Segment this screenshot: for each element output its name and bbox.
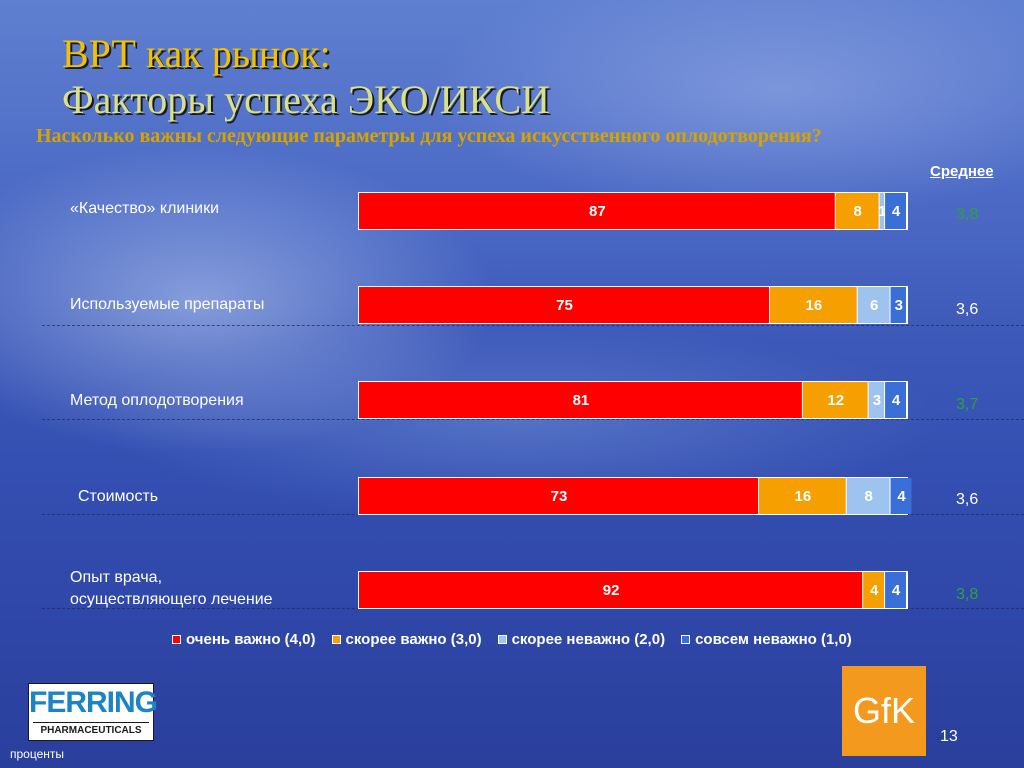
title-line-2-shadow: Факторы успеха ЭКО/ИКСИ bbox=[64, 79, 552, 124]
bar-value-label-very-important-0: 87 bbox=[589, 203, 606, 220]
bar-segment-rather-important-0 bbox=[835, 193, 879, 229]
bar-value-label-not-important-2: 4 bbox=[892, 392, 901, 409]
bar-value-label-rather-important-2: 12 bbox=[827, 392, 844, 409]
bar-segment-rather-unimportant-3 bbox=[846, 478, 890, 514]
bar-value-label-rather-important-3: 16 bbox=[795, 488, 812, 505]
legend-item-not-important: совсем неважно (1,0) bbox=[681, 631, 852, 648]
average-value-0: 3,8 bbox=[956, 206, 979, 223]
ferring-logo-sub: PHARMACEUTICALS bbox=[33, 722, 149, 739]
row-label-method: Метод оплодотворения bbox=[70, 392, 244, 409]
bar-segment-rather-important-1 bbox=[770, 287, 857, 323]
legend-swatch bbox=[172, 635, 181, 644]
unit-footnote: проценты bbox=[10, 747, 65, 761]
bar-value-label-rather-unimportant-1: 6 bbox=[870, 297, 878, 314]
question-text: Насколько важны следующие параметры для … bbox=[36, 125, 822, 147]
row-label-cost: Стоимость bbox=[78, 488, 159, 505]
legend-label: скорее важно (3,0) bbox=[345, 631, 482, 648]
bar-value-label-not-important-4: 4 bbox=[892, 582, 901, 599]
legend-label: очень важно (4,0) bbox=[186, 631, 316, 648]
bar-value-label-very-important-2: 81 bbox=[573, 392, 590, 409]
bar-value-label-rather-important-1: 16 bbox=[805, 297, 822, 314]
ferring-logo-name: FERRING bbox=[29, 686, 158, 719]
row-label-drugs: Используемые препараты bbox=[70, 296, 265, 313]
legend-swatch bbox=[331, 635, 341, 644]
bar-value-label-not-important-0: 4 bbox=[892, 203, 901, 220]
gfk-logo: GfK bbox=[842, 666, 926, 756]
bar-segment-very-important-4 bbox=[359, 572, 863, 608]
bar-segment-rather-important-4 bbox=[863, 572, 885, 608]
bar-value-label-rather-unimportant-0: 1 bbox=[878, 203, 886, 220]
legend-swatch bbox=[681, 635, 691, 644]
bar-segment-rather-important-3 bbox=[759, 478, 846, 514]
legend-item-rather-important: скорее важно (3,0) bbox=[331, 631, 482, 648]
row-label-doctor-line-2: осуществляющего лечение bbox=[70, 591, 273, 608]
bar-segment-not-important-3 bbox=[890, 478, 912, 514]
row-label-doctor-experience: Опыт врача, осуществляющего лечение bbox=[70, 567, 350, 611]
title-line-1: ВРТ как рынок: bbox=[62, 31, 331, 76]
bar-segment-rather-unimportant-1 bbox=[857, 287, 890, 323]
average-value-1: 3,6 bbox=[956, 301, 979, 318]
row-label-clinic-quality: «Качество» клиники bbox=[70, 200, 220, 217]
title-line-2: Факторы успеха ЭКО/ИКСИ bbox=[62, 77, 550, 122]
legend-item-rather-unimportant: скорее неважно (2,0) bbox=[497, 631, 666, 648]
average-value-2: 3,7 bbox=[956, 396, 979, 413]
bar-segment-very-important-3 bbox=[359, 478, 759, 514]
bar-segment-very-important-1 bbox=[359, 287, 769, 323]
legend-item-very-important: очень важно (4,0) bbox=[172, 631, 316, 648]
bar-value-label-not-important-3: 4 bbox=[897, 488, 906, 505]
page-number: 13 bbox=[940, 728, 958, 745]
bar-value-label-very-important-3: 73 bbox=[551, 488, 568, 505]
average-value-4: 3,8 bbox=[956, 586, 979, 603]
title-line-1-shadow: ВРТ как рынок: bbox=[64, 33, 333, 78]
bar-segment-rather-unimportant-2 bbox=[868, 382, 885, 418]
ferring-logo: FERRING PHARMACEUTICALS bbox=[28, 683, 158, 741]
legend-label: совсем неважно (1,0) bbox=[695, 631, 852, 648]
bar-value-label-very-important-4: 92 bbox=[603, 582, 620, 599]
row-separator bbox=[42, 419, 1024, 420]
bar-segment-not-important-1 bbox=[890, 287, 906, 323]
bar-segment-not-important-2 bbox=[885, 382, 906, 418]
bar-segment-not-important-4 bbox=[885, 572, 906, 608]
bar-value-label-rather-unimportant-2: 3 bbox=[873, 392, 881, 409]
average-value-3: 3,6 bbox=[956, 491, 979, 508]
legend-swatch bbox=[497, 635, 507, 644]
bar-segment-rather-important-2 bbox=[802, 382, 868, 418]
bar-value-label-not-important-1: 3 bbox=[895, 297, 903, 314]
chart-legend: очень важно (4,0) скорее важно (3,0) ско… bbox=[172, 631, 852, 648]
row-separator bbox=[42, 325, 1024, 326]
bar-value-label-rather-unimportant-3: 8 bbox=[864, 488, 872, 505]
bar-value-label-very-important-1: 75 bbox=[556, 297, 573, 314]
legend-label: скорее неважно (2,0) bbox=[511, 631, 666, 648]
average-header: Среднее bbox=[930, 163, 994, 180]
bar-value-label-rather-important-4: 4 bbox=[870, 582, 879, 599]
bar-segment-very-important-0 bbox=[359, 193, 835, 229]
bar-segment-very-important-2 bbox=[359, 382, 802, 418]
bar-value-label-rather-important-0: 8 bbox=[854, 203, 862, 220]
bar-segment-not-important-0 bbox=[885, 193, 906, 229]
row-label-doctor-line-1: Опыт врача, bbox=[70, 569, 163, 586]
bar-segment-rather-unimportant-0 bbox=[879, 193, 885, 229]
